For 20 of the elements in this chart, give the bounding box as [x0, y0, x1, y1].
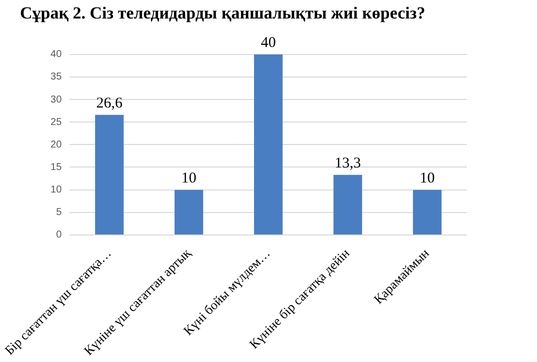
y-tick-label: 20 — [50, 139, 62, 150]
y-tick-label: 0 — [56, 230, 62, 241]
data-label: 13,3 — [334, 155, 361, 172]
data-label: 10 — [181, 170, 196, 186]
bar — [95, 114, 124, 234]
y-tick-label: 25 — [50, 116, 62, 128]
bar — [254, 54, 283, 234]
data-label: 26,6 — [96, 95, 124, 112]
bar — [412, 190, 442, 234]
data-label: 10 — [420, 170, 435, 186]
y-tick-label: 15 — [50, 162, 62, 173]
bar — [333, 174, 362, 234]
y-tick-label: 5 — [56, 207, 62, 218]
chart-title: Сұрақ 2. Сіз теледидарды қаншалықты жиі көресіз? — [20, 4, 426, 23]
y-tick-label: 40 — [50, 49, 62, 60]
y-tick-label: 35 — [50, 72, 62, 83]
y-tick-label: 30 — [50, 94, 62, 106]
y-tick-label: 10 — [50, 184, 62, 196]
bar — [174, 190, 204, 234]
data-label: 40 — [260, 34, 276, 51]
